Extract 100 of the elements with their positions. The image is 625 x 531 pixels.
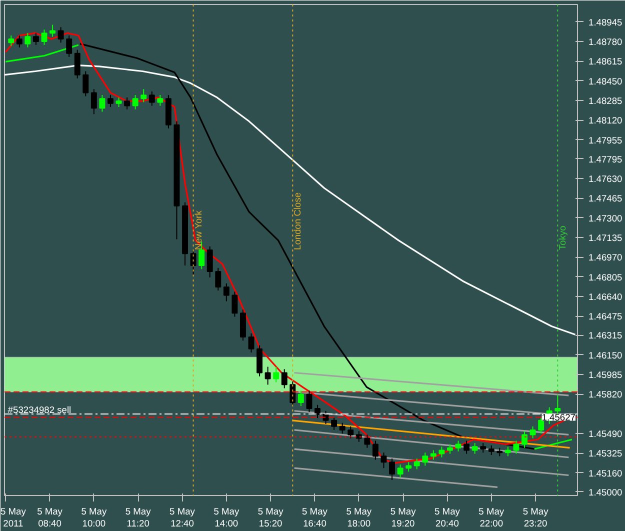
candlestick (41, 29, 48, 46)
candlestick (298, 390, 304, 407)
candlestick (223, 282, 230, 302)
candlestick (16, 34, 22, 48)
candlestick (306, 390, 312, 413)
y-tick-label: 1.47955 (588, 135, 622, 146)
x-tick-label: 5 May 22:00 (478, 506, 504, 528)
candlestick (8, 34, 14, 47)
candlestick (406, 462, 412, 472)
candlestick (74, 49, 80, 79)
candlestick (348, 426, 354, 439)
candlestick (206, 246, 213, 278)
y-tick-label: 1.45325 (588, 448, 622, 459)
candlestick (50, 24, 56, 38)
y-tick-label: 1.48120 (588, 116, 622, 126)
candlestick (215, 267, 222, 292)
candlestick (522, 430, 528, 448)
y-tick-label: 1.45000 (588, 487, 622, 498)
candlestick (538, 416, 544, 434)
candlestick (148, 91, 155, 106)
candlestick (472, 442, 478, 454)
candlestick (422, 452, 428, 466)
x-tick-label: 5 May 2011 (0, 506, 26, 528)
candlestick (364, 434, 370, 448)
candlestick (99, 94, 106, 112)
candlestick (438, 446, 445, 458)
candlestick (90, 88, 97, 115)
annotation: #53234982 sell (8, 405, 72, 416)
x-tick-label: 5 May 18:00 (346, 506, 372, 528)
candlestick (58, 26, 64, 44)
y-tick-label: 1.47795 (588, 154, 622, 164)
candlestick (372, 440, 378, 460)
y-tick-label: 1.48780 (588, 36, 622, 47)
y-tick-label: 1.45985 (588, 370, 622, 380)
candlestick (140, 88, 147, 103)
candlestick (248, 332, 254, 353)
x-tick-label: 5 May 19:20 (390, 506, 416, 528)
candlestick (132, 94, 138, 110)
candlestick (124, 96, 130, 110)
y-tick-label: 1.47630 (588, 174, 622, 184)
y-tick-label: 1.45490 (588, 429, 622, 440)
candlestick (397, 464, 404, 478)
candlestick (339, 422, 346, 434)
candlestick (281, 368, 288, 389)
ref-line-label: London Close (292, 192, 303, 250)
y-tick-label: 1.46805 (588, 272, 622, 282)
candlestick (513, 440, 520, 454)
candlestick (108, 94, 114, 108)
y-tick-label: 1.45160 (588, 468, 622, 478)
y-tick-label: 1.46640 (588, 292, 622, 302)
candlestick (32, 32, 39, 46)
candlestick (232, 291, 238, 318)
ref-line-label: Tokyo (558, 226, 568, 250)
y-tick-label: 1.48945 (588, 17, 622, 28)
y-tick-label: 1.47300 (588, 213, 622, 224)
candlestick (464, 440, 470, 454)
candlestick (314, 404, 320, 419)
y-tick-label: 1.46970 (588, 252, 622, 263)
x-tick-label: 5 May 12:40 (170, 506, 196, 528)
x-tick-label: 5 May 15:20 (258, 506, 284, 528)
ref-line-label: New York (193, 210, 204, 250)
y-tick-label: 1.46475 (588, 312, 622, 322)
candlestick (380, 452, 387, 469)
candlestick (256, 344, 263, 377)
candlestick (389, 458, 396, 481)
y-tick-label: 1.47135 (588, 232, 622, 243)
candlestick (24, 32, 31, 48)
y-tick-label: 1.48615 (588, 56, 622, 67)
ref-line-label: 1.45627 (542, 412, 576, 423)
candlestick (356, 430, 362, 442)
candlestick (66, 34, 72, 58)
candlestick (273, 366, 280, 383)
candlestick (447, 444, 453, 454)
x-tick-label: 5 May 16:40 (302, 506, 328, 528)
candlestick (116, 96, 122, 108)
x-tick-label: 5 May 10:00 (81, 506, 107, 528)
candlestick (554, 394, 561, 415)
candlestick (240, 309, 246, 342)
y-tick-label: 1.48450 (588, 76, 622, 86)
y-tick-label: 1.47465 (588, 194, 622, 204)
y-tick-label: 1.46315 (588, 330, 622, 341)
x-tick-label: 5 May 23:20 (522, 506, 549, 528)
candlestick (455, 440, 462, 452)
candlestick (504, 446, 511, 457)
x-tick-label: 5 May 20:40 (434, 506, 460, 528)
candlestick (157, 94, 164, 106)
x-tick-label: 5 May 14:00 (214, 506, 240, 528)
y-tick-label: 1.48285 (588, 96, 622, 106)
candlestick (82, 70, 89, 97)
candlestick (480, 442, 486, 454)
candlestick (322, 410, 329, 424)
line-series (79, 43, 536, 450)
x-tick-label: 5 May 08:40 (37, 506, 63, 528)
candlestick (331, 416, 338, 430)
candlestick (430, 450, 436, 460)
candlestick (264, 366, 271, 386)
y-tick-label: 1.46150 (588, 350, 622, 360)
candlestick (488, 444, 494, 456)
candlestick (530, 426, 536, 439)
candlestick (414, 458, 420, 470)
